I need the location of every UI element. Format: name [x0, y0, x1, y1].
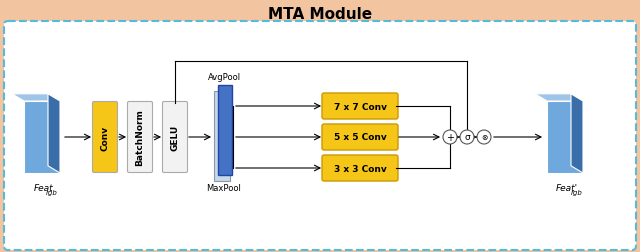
Text: 7 x 7 Conv: 7 x 7 Conv: [333, 102, 387, 111]
FancyBboxPatch shape: [322, 124, 398, 150]
Text: rgb: rgb: [46, 189, 58, 195]
Polygon shape: [48, 94, 60, 173]
Text: Feat': Feat': [556, 183, 578, 192]
Text: MaxPool: MaxPool: [207, 183, 241, 192]
Text: GELU: GELU: [170, 124, 179, 150]
Text: ⊗: ⊗: [481, 133, 487, 142]
Polygon shape: [12, 94, 60, 102]
FancyBboxPatch shape: [163, 102, 188, 173]
Text: 5 x 5 Conv: 5 x 5 Conv: [333, 133, 387, 142]
Text: Conv: Conv: [100, 125, 109, 150]
Polygon shape: [214, 92, 230, 181]
Text: σ: σ: [464, 133, 470, 142]
Circle shape: [477, 131, 491, 144]
FancyBboxPatch shape: [322, 94, 398, 119]
FancyBboxPatch shape: [93, 102, 118, 173]
Polygon shape: [571, 94, 583, 173]
Circle shape: [460, 131, 474, 144]
Text: Feat: Feat: [34, 183, 54, 192]
Text: BatchNorm: BatchNorm: [136, 109, 145, 166]
Polygon shape: [547, 102, 583, 173]
Text: AvgPool: AvgPool: [207, 73, 241, 82]
FancyBboxPatch shape: [127, 102, 152, 173]
Polygon shape: [535, 94, 583, 102]
Circle shape: [443, 131, 457, 144]
Text: MTA Module: MTA Module: [268, 7, 372, 21]
Text: +: +: [446, 133, 454, 142]
FancyBboxPatch shape: [322, 155, 398, 181]
Text: rgb: rgb: [571, 189, 583, 195]
FancyBboxPatch shape: [4, 22, 636, 250]
Polygon shape: [24, 102, 60, 173]
Polygon shape: [218, 86, 232, 175]
Text: 3 x 3 Conv: 3 x 3 Conv: [333, 164, 387, 173]
